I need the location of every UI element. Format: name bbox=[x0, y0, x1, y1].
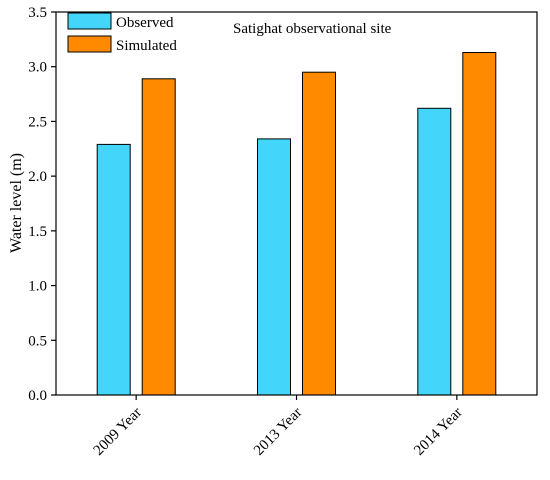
y-tick-label: 2.5 bbox=[28, 114, 47, 130]
legend-label-observed: Observed bbox=[116, 15, 174, 31]
chart-title: Satighat observational site bbox=[233, 21, 392, 37]
bars-group bbox=[96, 52, 497, 396]
y-tick-label: 2.0 bbox=[28, 169, 47, 185]
bar-simulated-1 bbox=[141, 78, 176, 396]
y-tick-label: 3.0 bbox=[28, 60, 47, 76]
axes-group: 0.0 0.5 1.0 1.5 2.0 2.5 3.0 3.5 2009 Year 2013 Ye… bbox=[28, 5, 465, 459]
x-tick-label: 2013 Year bbox=[251, 405, 305, 459]
bar-observed-2 bbox=[257, 138, 291, 396]
x-tick-label: 2009 Year bbox=[91, 405, 145, 459]
legend-swatch-simulated bbox=[67, 35, 112, 53]
y-axis-label: Water level (m) bbox=[8, 153, 25, 253]
bar-simulated-2 bbox=[302, 71, 336, 396]
x-tick-label: 2014 Year bbox=[411, 405, 465, 459]
bar-observed-3 bbox=[417, 107, 452, 396]
bar-simulated-3 bbox=[462, 52, 497, 396]
bar-observed-1 bbox=[96, 143, 131, 396]
y-tick-label: 1.5 bbox=[28, 224, 47, 240]
y-tick-label: 0.0 bbox=[28, 388, 47, 404]
legend: Observed Simulated bbox=[67, 12, 177, 54]
y-tick-label: 3.5 bbox=[28, 5, 47, 21]
y-tick-label: 0.5 bbox=[28, 333, 47, 349]
legend-label-simulated: Simulated bbox=[116, 38, 177, 54]
y-tick-label: 1.0 bbox=[28, 279, 47, 295]
legend-swatch-observed bbox=[67, 12, 112, 30]
